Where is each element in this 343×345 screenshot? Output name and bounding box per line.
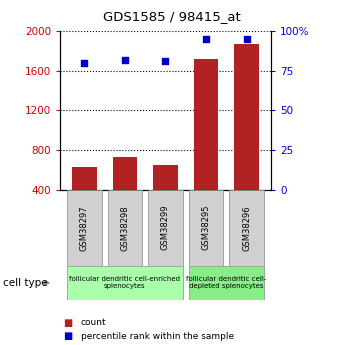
- Text: GDS1585 / 98415_at: GDS1585 / 98415_at: [103, 10, 240, 23]
- Text: follicular dendritic cell-enriched
splenocytes: follicular dendritic cell-enriched splen…: [69, 276, 180, 289]
- Bar: [148, 190, 183, 266]
- Text: GSM38295: GSM38295: [202, 205, 211, 250]
- Bar: [153, 165, 178, 190]
- Text: GSM38299: GSM38299: [161, 205, 170, 250]
- Bar: [67, 266, 183, 300]
- Text: cell type: cell type: [3, 278, 48, 288]
- Bar: [229, 190, 264, 266]
- Text: ■: ■: [63, 318, 73, 327]
- Bar: [67, 190, 102, 266]
- Point: [244, 36, 249, 42]
- Bar: [113, 157, 137, 190]
- Text: GSM38296: GSM38296: [242, 205, 251, 250]
- Bar: [108, 190, 142, 266]
- Text: follicular dendritic cell-
depleted splenocytes: follicular dendritic cell- depleted sple…: [186, 276, 267, 289]
- Text: ■: ■: [63, 332, 73, 341]
- Bar: [189, 190, 223, 266]
- Bar: [72, 167, 96, 190]
- Point: [203, 36, 209, 42]
- Text: GSM38298: GSM38298: [120, 205, 129, 250]
- Bar: [194, 59, 218, 190]
- Bar: [235, 44, 259, 190]
- Bar: [189, 266, 264, 300]
- Point: [82, 60, 87, 66]
- Text: GSM38297: GSM38297: [80, 205, 89, 250]
- Point: [122, 57, 128, 62]
- Text: count: count: [81, 318, 106, 327]
- Point: [163, 58, 168, 64]
- Text: percentile rank within the sample: percentile rank within the sample: [81, 332, 234, 341]
